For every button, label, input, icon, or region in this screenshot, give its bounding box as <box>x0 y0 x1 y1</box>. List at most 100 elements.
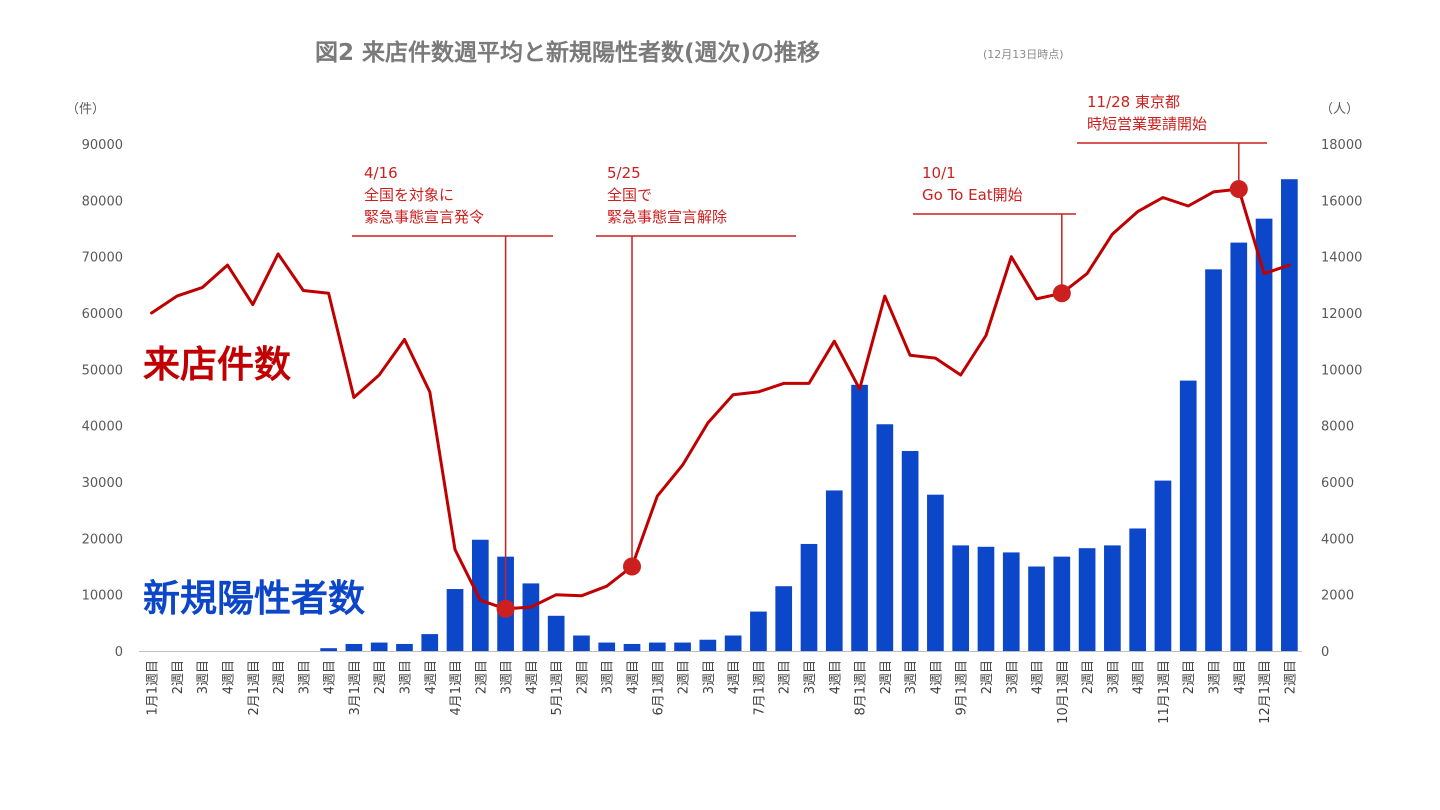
x-tick-label: 4週目 <box>525 660 540 694</box>
x-tick-label: 3週目 <box>398 660 413 694</box>
left-axis-tick-label: 0 <box>115 645 123 660</box>
left-axis-tick-label: 50000 <box>82 363 123 378</box>
left-axis-tick-label: 90000 <box>82 138 123 153</box>
bar-new-cases <box>1104 545 1121 651</box>
annotation-text: 4/16 <box>364 164 398 182</box>
x-tick-label: 2月1週目 <box>247 660 262 716</box>
x-tick-label: 12月1週目 <box>1258 660 1273 724</box>
chart-title: 図2 来店件数週平均と新規陽性者数(週次)の推移 <box>315 39 820 66</box>
x-tick-label: 5月1週目 <box>550 660 565 716</box>
x-tick-label: 4週目 <box>1132 660 1147 694</box>
bar-new-cases <box>1230 242 1248 652</box>
bar-new-cases <box>320 648 337 651</box>
bar-new-cases <box>1205 269 1222 651</box>
bar-new-cases <box>1154 480 1172 651</box>
annotation-text: 10/1 <box>922 164 956 182</box>
annotation-text: 時短営業要請開始 <box>1087 115 1207 133</box>
x-tick-label: 3月1週目 <box>348 660 363 716</box>
right-axis-tick-label: 0 <box>1321 645 1329 660</box>
left-axis-tick-label: 20000 <box>82 532 123 547</box>
x-tick-label: 4週目 <box>323 660 338 694</box>
x-tick-label: 3週目 <box>904 660 919 694</box>
annotation-text: Go To Eat開始 <box>922 186 1023 204</box>
x-tick-label: 4週目 <box>424 660 439 694</box>
x-tick-label: 4週目 <box>1031 660 1046 694</box>
x-tick-label: 7月1週目 <box>752 660 767 716</box>
x-tick-label: 10月1週目 <box>1056 660 1071 724</box>
bar-new-cases <box>901 451 919 651</box>
bar-new-cases <box>573 635 590 651</box>
bar-new-cases <box>370 642 388 651</box>
x-tick-label: 4週目 <box>1233 660 1248 694</box>
x-tick-label: 3週目 <box>196 660 211 694</box>
bar-new-cases <box>598 642 616 651</box>
x-tick-label: 2週目 <box>778 660 793 694</box>
x-tick-label: 3週目 <box>702 660 717 694</box>
bar-new-cases <box>1028 566 1045 651</box>
x-tick-label: 3週目 <box>803 660 818 694</box>
annotation-marker <box>1229 180 1248 199</box>
bar-new-cases <box>952 545 970 651</box>
right-axis-tick-label: 6000 <box>1321 476 1354 491</box>
x-tick-label: 4週目 <box>727 660 742 694</box>
left-axis-tick-label: 70000 <box>82 251 123 266</box>
x-tick-label: 2週目 <box>373 660 388 694</box>
annotation-marker <box>1052 284 1071 303</box>
bar-new-cases <box>1053 556 1071 651</box>
line-store-visits <box>150 187 1291 611</box>
bar-new-cases <box>396 643 413 651</box>
bar-new-cases <box>345 643 363 651</box>
x-tick-label: 3週目 <box>297 660 312 694</box>
x-tick-label: 11月1週目 <box>1157 660 1172 724</box>
bar-new-cases <box>927 494 944 651</box>
annotation-marker <box>623 557 642 576</box>
bar-new-cases <box>825 490 843 651</box>
bar-new-cases <box>1255 218 1273 651</box>
bar-new-cases <box>648 642 666 651</box>
x-tick-label: 4週目 <box>626 660 641 694</box>
right-axis-tick-label: 4000 <box>1321 532 1354 547</box>
right-axis-tick-label: 10000 <box>1321 363 1362 378</box>
right-axis-tick-label: 14000 <box>1321 251 1362 266</box>
left-axis-tick-label: 40000 <box>82 420 123 435</box>
x-tick-label: 3週目 <box>1106 660 1121 694</box>
right-axis-tick-label: 2000 <box>1321 589 1354 604</box>
x-tick-label: 1月1週目 <box>146 660 161 716</box>
bar-new-cases <box>446 589 464 651</box>
bar-new-cases <box>421 634 439 651</box>
x-tick-label: 2週目 <box>677 660 692 694</box>
bar-new-cases <box>1281 179 1298 652</box>
left-axis-tick-label: 60000 <box>82 307 123 322</box>
x-tick-label: 2週目 <box>272 660 287 694</box>
x-tick-label: 2週目 <box>1081 660 1096 694</box>
x-tick-label: 2週目 <box>980 660 995 694</box>
right-axis-tick-label: 12000 <box>1321 307 1362 322</box>
right-axis-tick-label: 18000 <box>1321 138 1362 153</box>
bar-new-cases <box>775 586 793 651</box>
annotation-text: 全国を対象に <box>364 186 454 204</box>
chart-subtitle: (12月13日時点) <box>983 48 1064 61</box>
series-label-cases: 新規陽性者数 <box>143 577 365 620</box>
bar-new-cases <box>1129 528 1147 651</box>
x-tick-label: 4週目 <box>221 660 236 694</box>
bar-new-cases <box>1078 548 1096 651</box>
bar-new-cases <box>851 384 868 651</box>
left-axis-unit: （件） <box>66 102 105 117</box>
x-tick-label: 3週目 <box>1005 660 1020 694</box>
bar-new-cases <box>674 642 691 651</box>
bar-new-cases <box>724 635 742 651</box>
annotation-text: 5/25 <box>607 164 641 182</box>
bar-new-cases <box>800 543 818 651</box>
x-tick-label: 2週目 <box>171 660 186 694</box>
annotation-text: 11/28 東京都 <box>1087 93 1180 111</box>
x-tick-label: 2週目 <box>879 660 894 694</box>
left-axis-tick-label: 30000 <box>82 476 123 491</box>
annotation-marker <box>496 599 515 618</box>
bar-new-cases <box>750 611 767 651</box>
bar-new-cases <box>547 615 565 651</box>
x-tick-label: 2週目 <box>575 660 590 694</box>
bar-new-cases <box>471 539 489 651</box>
annotation-text: 全国で <box>607 186 652 204</box>
x-tick-label: 2週目 <box>1182 660 1197 694</box>
